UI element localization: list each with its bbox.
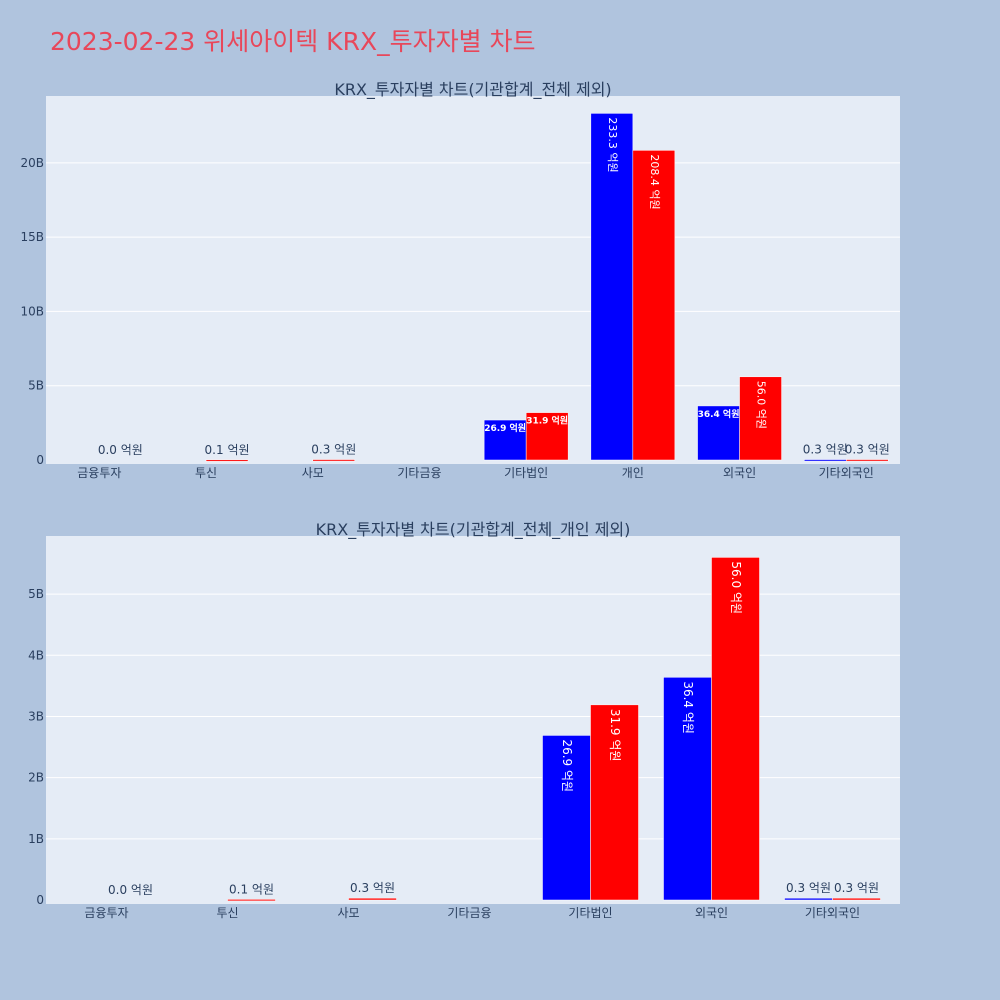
bar-value-label: 0.0 억원 [98, 443, 143, 457]
y-tick-label: 4B [28, 648, 44, 662]
bar [227, 899, 276, 902]
bar-value-label: 0.3 억원 [311, 443, 356, 457]
bar-value-label: 0.0 억원 [108, 883, 153, 897]
x-tick-label: 개인 [622, 466, 644, 480]
bar-value-label: 0.3 억원 [845, 443, 890, 457]
bar [804, 459, 847, 462]
x-tick-label: 사모 [337, 906, 359, 920]
y-tick-label: 5B [28, 379, 44, 393]
chart-bottom: KRX_투자자별 차트(기관합계_전체_개인 제외) 0 1B 2B 3B 4B 5B 금융… [28, 520, 900, 920]
x-tick-label: 기타금융 [447, 906, 491, 920]
bar [348, 897, 397, 901]
bar [663, 677, 712, 901]
y-tick-label: 10B [20, 304, 44, 318]
chart-title-top: KRX_투자자별 차트(기관합계_전체 제외) [334, 80, 611, 100]
y-tick-label: 2B [28, 771, 44, 785]
x-tick-label: 외국인 [695, 906, 728, 920]
x-tick-label: 금융투자 [84, 906, 128, 920]
y-tick-label: 3B [28, 709, 44, 723]
x-tick-label: 기타법인 [568, 906, 612, 920]
bar [312, 459, 355, 462]
x-tick-label: 기타법인 [504, 466, 548, 480]
bar-value-label: 31.9 억원 [526, 415, 568, 427]
bar [739, 376, 782, 461]
bar-value-label: 36.4 억원 [681, 681, 695, 734]
y-tick-label: 20B [20, 156, 44, 170]
bar [846, 459, 889, 462]
x-tick-label: 금융투자 [77, 466, 121, 480]
bar [632, 150, 676, 461]
bar [711, 557, 760, 901]
bar-value-label: 31.9 억원 [608, 709, 622, 762]
y-tick-label: 15B [20, 230, 44, 244]
page-title: 2023-02-23 위세아이텍 KRX_투자자별 차트 [50, 27, 536, 56]
x-tick-label: 기타외국인 [805, 906, 860, 920]
bar [542, 735, 591, 901]
y-tick-label: 1B [28, 832, 44, 846]
bar [832, 897, 881, 901]
x-tick-label: 외국인 [723, 466, 756, 480]
bar-value-label: 0.3 억원 [803, 443, 848, 457]
chart-top: KRX_투자자별 차트(기관합계_전체 제외) 0 5B 10B 15B 20B 금융투자… [20, 80, 900, 480]
bar-value-label: 0.1 억원 [229, 882, 274, 896]
plot-area [46, 536, 900, 904]
y-tick-label: 0 [36, 453, 44, 467]
bar [205, 459, 249, 462]
chart-title-bottom: KRX_투자자별 차트(기관합계_전체_개인 제외) [316, 520, 631, 540]
x-tick-label: 사모 [302, 466, 324, 480]
bar-value-label: 0.3 억원 [350, 881, 395, 895]
y-tick-label: 5B [28, 587, 44, 601]
y-tick-label: 0 [36, 893, 44, 907]
x-tick-label: 투신 [195, 466, 217, 480]
bar-value-label: 233.3 억원 [606, 117, 619, 172]
bar [590, 704, 639, 901]
bar [590, 113, 634, 461]
bar-value-label: 26.9 억원 [560, 739, 574, 792]
bar [525, 412, 569, 461]
x-tick-label: 기타금융 [397, 466, 441, 480]
bar-value-label: 56.0 억원 [729, 561, 743, 614]
bar-value-label: 26.9 억원 [484, 422, 526, 434]
bar-value-label: 36.4 억원 [698, 408, 740, 420]
bar-value-label: 0.3 억원 [786, 881, 831, 895]
x-tick-label: 기타외국인 [819, 466, 874, 480]
x-tick-label: 투신 [216, 906, 238, 920]
bar [784, 897, 833, 901]
bar-value-label: 208.4 억원 [648, 154, 661, 209]
bar [697, 405, 740, 461]
bar-value-label: 56.0 억원 [755, 381, 768, 429]
bar-value-label: 0.3 억원 [834, 881, 879, 895]
bar-value-label: 0.1 억원 [205, 443, 250, 457]
